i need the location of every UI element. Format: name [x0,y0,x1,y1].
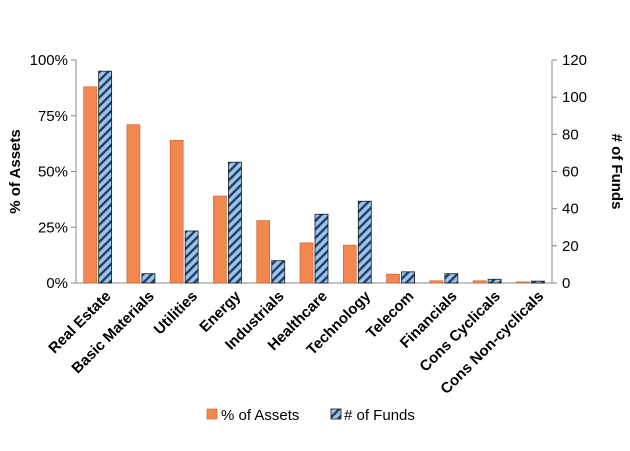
legend-swatch-num-funds [330,408,342,420]
left-axis-title: % of Assets [7,129,24,213]
legend-swatch-pct-assets [206,408,218,420]
bar-pct-assets [516,281,530,284]
right-tick-label: 20 [562,238,579,255]
right-tick-label: 120 [562,52,587,69]
bar-num-funds [271,260,286,284]
bar-num-funds [401,271,415,284]
bar-num-funds [530,280,545,284]
bar-pct-assets [342,244,357,284]
bar-num-funds [98,70,113,284]
bar-pct-assets [169,139,184,284]
left-tick-label: 0% [46,275,68,292]
bar-pct-assets [126,124,141,284]
right-tick-label: 40 [562,201,579,218]
bar-pct-assets [256,220,271,284]
bar-pct-assets [429,280,444,284]
right-tick-label: 0 [562,275,570,292]
right-tick-label: 100 [562,89,587,106]
right-tick-label: 80 [562,126,579,143]
left-tick-label: 25% [38,219,68,236]
legend-label-num-funds: # of Funds [344,407,415,424]
bar-num-funds [228,161,242,284]
left-tick-label: 50% [38,164,68,181]
legend-label-pct-assets: % of Assets [221,407,299,424]
bar-num-funds [141,273,156,284]
right-axis-title: # of Funds [608,134,625,210]
bar-num-funds [184,230,199,284]
right-tick-label: 60 [562,164,579,181]
bar-num-funds [487,278,502,284]
bar-pct-assets [472,280,487,284]
category-label: Utilities [151,288,201,338]
bar-pct-assets [299,242,314,284]
bar-pct-assets [83,86,97,284]
bar-num-funds [314,213,329,284]
left-tick-label: 100% [30,52,68,69]
bar-pct-assets [386,273,400,284]
bar-num-funds [444,273,459,284]
bar-pct-assets [213,195,227,284]
bar-num-funds [357,200,372,284]
category-label: Basic Materials [68,288,157,377]
left-tick-label: 75% [38,108,68,125]
